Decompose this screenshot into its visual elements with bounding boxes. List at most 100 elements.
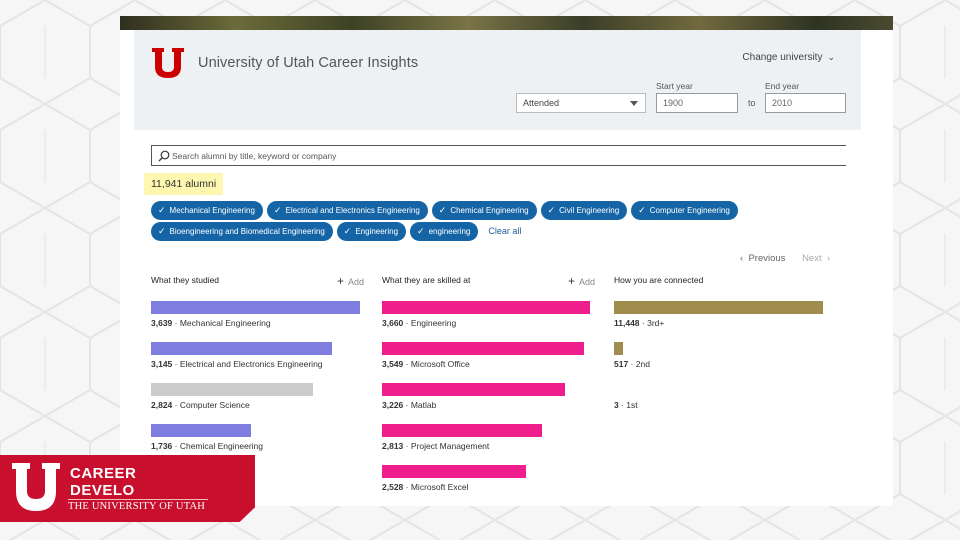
- insight-column: How you are connected 11,448 · 3rd+ 517 · …: [614, 275, 829, 412]
- filter-chip[interactable]: ✓ Engineering: [336, 221, 407, 241]
- branding-divider: [68, 499, 208, 500]
- bar-count: 2,528: [382, 482, 404, 492]
- bar-item[interactable]: 3,549 · Microsoft Office: [382, 330, 597, 371]
- bar-item[interactable]: 3,639 · Mechanical Engineering: [151, 289, 366, 330]
- filter-chip[interactable]: ✓ Computer Engineering: [631, 200, 738, 220]
- add-filter-button[interactable]: + Add: [568, 274, 595, 288]
- filter-chip[interactable]: ✓ Mechanical Engineering: [151, 200, 263, 220]
- bar-item[interactable]: 517 · 2nd: [614, 330, 829, 371]
- bar-item[interactable]: 2,528 · Microsoft Excel: [382, 453, 597, 494]
- change-university-label: Change university: [742, 52, 823, 63]
- bar: [151, 383, 314, 396]
- column-header: What they studied + Add: [151, 274, 366, 289]
- bar-category: Electrical and Electronics Engineering: [179, 359, 323, 369]
- add-label: Add: [347, 277, 364, 287]
- bar-item[interactable]: 1,736 · Chemical Engineering: [151, 412, 366, 453]
- chevron-down-icon: ⌄: [827, 52, 835, 62]
- branding-line-2: DEVELO: [70, 482, 135, 499]
- bar-label: 3,226 · Matlab: [382, 400, 437, 410]
- pager: ‹ Previous Next ›: [740, 253, 830, 264]
- bar-count: 3,639: [151, 318, 173, 328]
- bar-item[interactable]: 3,145 · Electrical and Electronics Engin…: [151, 330, 366, 371]
- bar-label: 3,639 · Mechanical Engineering: [151, 318, 271, 328]
- bar-count: 3,226: [382, 400, 404, 410]
- filter-chips: ✓ Mechanical Engineering ✓ Electrical and …: [151, 200, 851, 242]
- search-box[interactable]: [151, 145, 846, 166]
- check-icon: ✓: [417, 225, 425, 236]
- bar-category: Mechanical Engineering: [179, 318, 271, 328]
- filter-chip[interactable]: ✓ Civil Engineering: [540, 200, 628, 220]
- chip-label: Engineering: [355, 226, 399, 236]
- bar: [151, 424, 251, 437]
- bar-label: 3 · 1st: [614, 400, 638, 410]
- bar-label: 1,736 · Chemical Engineering: [151, 441, 264, 451]
- chip-label: engineering: [428, 226, 471, 236]
- bar-category: 1st: [626, 400, 638, 410]
- check-icon: ✓: [547, 204, 556, 215]
- bar-category: 3rd+: [647, 318, 665, 328]
- check-icon: ✓: [158, 225, 166, 236]
- chip-row-1: ✓ Mechanical Engineering ✓ Electrical and …: [151, 200, 851, 220]
- relation-select[interactable]: Attended: [516, 93, 646, 113]
- add-label: Add: [578, 277, 595, 287]
- bar-count: 3,549: [382, 359, 404, 369]
- previous-button[interactable]: ‹ Previous: [740, 253, 786, 264]
- bar: [151, 301, 360, 314]
- insight-column: What they are skilled at + Add 3,660 · Engi…: [382, 274, 597, 494]
- bar-category: Microsoft Excel: [410, 482, 469, 492]
- clear-all-link[interactable]: Clear all: [488, 226, 522, 236]
- bar-label: 2,813 · Project Management: [382, 441, 490, 451]
- bar-item[interactable]: 11,448 · 3rd+: [614, 289, 829, 330]
- chip-row-2: ✓ Bioengineering and Biomedical Engineeri…: [151, 221, 851, 241]
- bar-label: 2,824 · Computer Science: [151, 400, 250, 410]
- bar-category: Project Management: [410, 441, 490, 451]
- bar-label: 3,549 · Microsoft Office: [382, 359, 470, 369]
- search-input[interactable]: [172, 148, 832, 163]
- next-button[interactable]: Next ›: [802, 253, 831, 264]
- column-title: What they studied: [151, 275, 220, 285]
- bar-count: 3,660: [382, 318, 404, 328]
- bar: [382, 465, 526, 478]
- bar-item[interactable]: 3,660 · Engineering: [382, 289, 597, 330]
- end-year-input[interactable]: [765, 93, 846, 113]
- bar-count: 517: [614, 359, 629, 369]
- bar-category: Microsoft Office: [410, 359, 470, 369]
- bar-item[interactable]: 3 · 1st: [614, 371, 829, 412]
- branding-line-3: THE UNIVERSITY OF UTAH: [68, 501, 206, 512]
- filter-chip[interactable]: ✓ Electrical and Electronics Engineering: [266, 200, 428, 220]
- filter-chip[interactable]: ✓ engineering: [410, 221, 479, 241]
- filter-chip[interactable]: ✓ Bioengineering and Biomedical Engineeri…: [151, 221, 333, 241]
- bar-item[interactable]: 3,226 · Matlab: [382, 371, 597, 412]
- bar: [151, 342, 332, 355]
- app-title: University of Utah Career Insights: [198, 55, 419, 71]
- chip-label: Mechanical Engineering: [169, 205, 255, 215]
- relation-select-value: Attended: [523, 98, 560, 108]
- bar-item[interactable]: 2,813 · Project Management: [382, 412, 597, 453]
- check-icon: ✓: [158, 204, 166, 215]
- filter-chip[interactable]: ✓ Chemical Engineering: [431, 200, 537, 220]
- chip-label: Chemical Engineering: [450, 205, 529, 215]
- bar-category: Engineering: [410, 318, 457, 328]
- bar: [382, 342, 584, 355]
- add-filter-button[interactable]: + Add: [337, 274, 364, 288]
- bar: [614, 301, 823, 314]
- bar-label: 3,660 · Engineering: [382, 318, 457, 328]
- app-header: University of Utah Career Insights Chang…: [134, 30, 861, 130]
- branding-line-1: CAREER: [70, 465, 137, 482]
- bar-count: 2,813: [382, 441, 404, 451]
- start-year-input[interactable]: [656, 93, 738, 113]
- search-icon: [158, 150, 170, 162]
- university-u-logo-icon: [12, 463, 60, 511]
- bar-count: 3: [614, 400, 619, 410]
- bar-count: 1,736: [151, 441, 173, 451]
- career-development-branding: CAREER DEVELO THE UNIVERSITY OF UTAH: [0, 455, 255, 522]
- bar-label: 3,145 · Electrical and Electronics Engin…: [151, 359, 323, 369]
- change-university-button[interactable]: Change university ⌄: [742, 52, 835, 63]
- bar: [382, 383, 566, 396]
- bar-count: 2,824: [151, 400, 173, 410]
- plus-icon: +: [567, 274, 575, 288]
- chip-label: Civil Engineering: [559, 205, 620, 215]
- start-year-label: Start year: [656, 81, 693, 91]
- bar-item[interactable]: 2,824 · Computer Science: [151, 371, 366, 412]
- previous-label: Previous: [748, 253, 786, 264]
